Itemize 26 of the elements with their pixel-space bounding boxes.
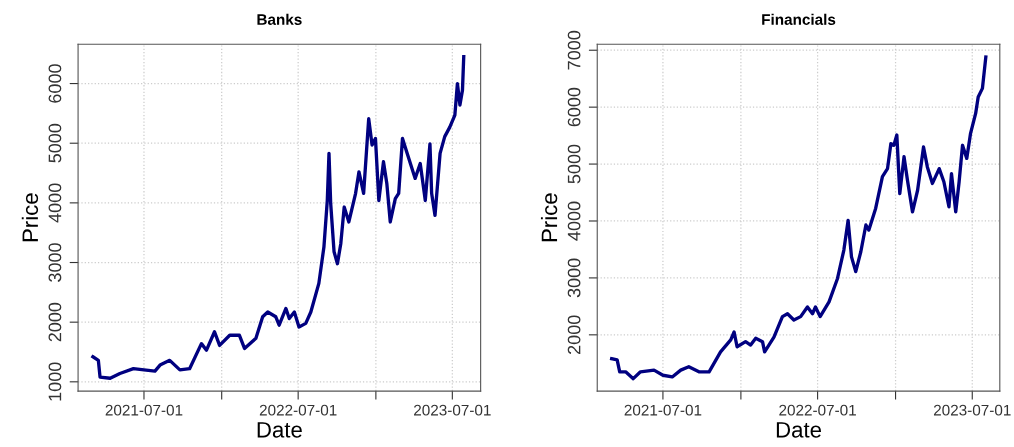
y-tick-label: 4000 (48, 183, 62, 223)
x-tick-label: 2022-07-01 (259, 404, 337, 416)
y-tick-label: 1000 (48, 362, 62, 401)
y-tick-label: 6000 (567, 87, 581, 127)
y-tick-label: 2000 (48, 302, 62, 342)
y-tick-label: 2000 (567, 315, 581, 354)
x-tick-label: 2021-07-01 (105, 404, 183, 416)
y-tick-label: 7000 (567, 30, 581, 70)
y-tick-label: 3000 (48, 243, 62, 282)
x-tick-label: 2023-07-01 (414, 404, 491, 416)
y-tick-label: 6000 (48, 64, 62, 103)
x-tick-label: 2023-07-01 (933, 404, 1011, 416)
x-axis-title: Date (776, 422, 822, 438)
y-tick-label: 5000 (567, 144, 581, 184)
line-series (609, 55, 988, 381)
chart-title: Financials (762, 13, 836, 25)
y-tick-label: 5000 (48, 123, 62, 163)
y-tick-label: 4000 (567, 201, 581, 241)
x-tick-label: 2022-07-01 (779, 404, 856, 416)
x-tick-label: 2021-07-01 (624, 404, 702, 416)
chart-title: Banks (257, 13, 302, 25)
line-series (91, 55, 466, 380)
y-axis-title: Price (540, 193, 558, 242)
x-axis-title: Date (257, 422, 302, 438)
y-axis-title: Price (21, 193, 39, 242)
y-tick-label: 3000 (567, 258, 581, 298)
